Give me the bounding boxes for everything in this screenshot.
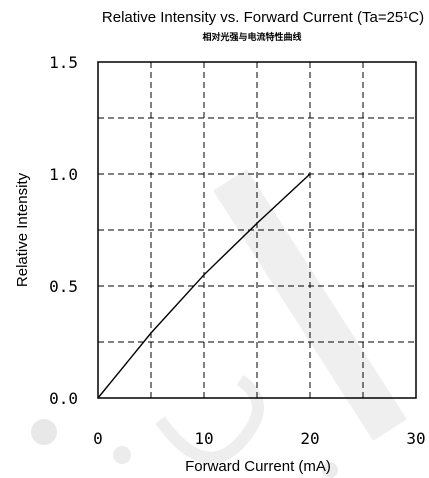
x-tick-label: 0 bbox=[93, 429, 103, 448]
y-tick-label: 1.0 bbox=[49, 165, 78, 184]
chart-title: Relative Intensity vs. Forward Current (… bbox=[102, 9, 424, 26]
grid bbox=[98, 62, 416, 398]
y-axis-label: Relative Intensity bbox=[14, 172, 31, 287]
x-axis-label: Forward Current (mA) bbox=[185, 458, 331, 475]
y-tick-label: 0.0 bbox=[49, 389, 78, 408]
chart-subtitle: 相对光强与电流特性曲线 bbox=[202, 31, 301, 43]
x-tick-label: 20 bbox=[300, 429, 319, 448]
y-tick-labels: 0.0 0.5 1.0 1.5 bbox=[49, 53, 78, 408]
y-tick-label: 1.5 bbox=[49, 53, 78, 72]
y-tick-label: 0.5 bbox=[49, 277, 78, 296]
x-tick-labels: 0 10 20 30 bbox=[93, 429, 425, 448]
x-tick-label: 30 bbox=[406, 429, 425, 448]
plot-frame bbox=[97, 61, 417, 399]
series-layer bbox=[97, 173, 311, 399]
series-line bbox=[97, 173, 311, 399]
x-tick-label: 10 bbox=[194, 429, 213, 448]
